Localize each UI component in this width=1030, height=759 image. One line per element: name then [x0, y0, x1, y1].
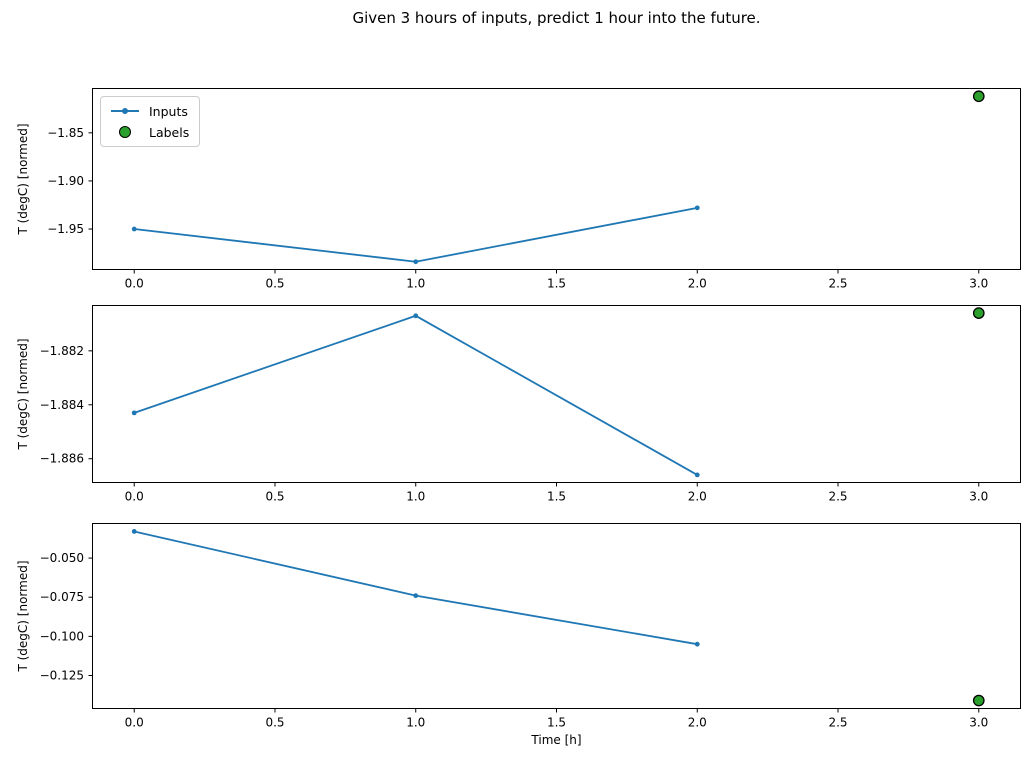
x-tick-label: 3.0 [969, 490, 988, 504]
x-tick-label: 0.0 [125, 490, 144, 504]
input-point-marker [694, 472, 700, 478]
input-point-marker [131, 529, 137, 534]
labels-circle-icon [109, 126, 141, 138]
y-tick-label: −1.95 [47, 222, 84, 236]
x-tick-label: 1.0 [406, 490, 425, 504]
input-point-marker [131, 410, 137, 416]
x-tick-label: 1.5 [547, 716, 566, 730]
label-point-marker [972, 694, 985, 707]
y-tick-label: −1.85 [47, 126, 84, 140]
inputs-line [133, 314, 698, 476]
subplot-3-ylabel: T (degC) [normed] [16, 560, 30, 672]
x-tick-label: 2.5 [828, 716, 847, 730]
input-point-marker [413, 259, 419, 265]
y-tick-label: −0.075 [40, 590, 84, 604]
x-tick-label: 2.0 [688, 277, 707, 291]
x-axis-label: Time [h] [531, 733, 582, 747]
input-point-marker [131, 226, 137, 232]
x-tick-label: 1.0 [406, 277, 425, 291]
y-tick-label: −1.882 [40, 344, 84, 358]
inputs-line [134, 206, 698, 263]
input-point-marker [694, 641, 700, 647]
legend-label-inputs: Inputs [149, 103, 188, 119]
subplot-2-ylabel: T (degC) [normed] [16, 338, 30, 450]
y-tick-label: −1.886 [40, 452, 84, 466]
y-tick-label: −0.100 [40, 629, 84, 643]
y-tick-label: −1.884 [40, 398, 84, 412]
x-tick-label: 0.5 [265, 716, 284, 730]
subplot-1-svg: 0.0 0.5 1.0 1.5 2.0 2.5 3.0 −1.85 −1.90 −1.95 [47, 88, 1021, 291]
input-point-marker [694, 205, 700, 211]
x-tick-label: 1.5 [547, 277, 566, 291]
legend-item-labels: Labels [109, 123, 189, 141]
x-tick-label: 3.0 [969, 277, 988, 291]
figure-title: Given 3 hours of inputs, predict 1 hour … [352, 9, 761, 27]
x-tick-label: 0.5 [265, 277, 284, 291]
y-tick-label: −1.90 [47, 174, 84, 188]
inputs-line-icon [109, 108, 141, 114]
legend: Inputs Labels [100, 96, 201, 147]
subplot-3-axes: 0.0 0.5 1.0 1.5 2.0 2.5 3.0 −0.050 −0.075 −0.100 −… [40, 523, 1021, 730]
subplot-2-axes: 0.0 0.5 1.0 1.5 2.0 2.5 3.0 −1.882 −1.884 −1.886 [40, 305, 1021, 504]
legend-label-labels: Labels [149, 124, 190, 140]
label-point-marker [972, 90, 985, 103]
label-point-marker [972, 307, 985, 319]
input-point-marker [413, 593, 419, 599]
inputs-line [134, 530, 698, 646]
x-tick-label: 2.5 [828, 490, 847, 504]
subplot-1-ylabel: T (degC) [normed] [16, 123, 30, 235]
legend-item-inputs: Inputs [109, 102, 189, 120]
y-tick-label: −0.125 [40, 668, 84, 682]
x-tick-label: 1.0 [406, 716, 425, 730]
x-tick-label: 2.5 [828, 277, 847, 291]
input-point-marker [413, 313, 419, 319]
subplot-2-svg: 0.0 0.5 1.0 1.5 2.0 2.5 3.0 −1.882 −1.884 −1.886 [40, 305, 1021, 504]
x-tick-label: 0.0 [125, 277, 144, 291]
axes-border [92, 523, 1021, 709]
axes-border [92, 305, 1021, 483]
x-tick-label: 2.0 [688, 716, 707, 730]
axes-border [92, 88, 1021, 270]
y-tick-label: −0.050 [40, 551, 84, 565]
subplot-3-svg: 0.0 0.5 1.0 1.5 2.0 2.5 3.0 −0.050 −0.075 −0.100 −… [40, 523, 1021, 730]
x-tick-label: 0.5 [265, 490, 284, 504]
x-tick-label: 3.0 [969, 716, 988, 730]
x-tick-label: 2.0 [688, 490, 707, 504]
subplot-1-axes: 0.0 0.5 1.0 1.5 2.0 2.5 3.0 −1.85 −1.90 −1.95 [47, 88, 1021, 291]
x-tick-label: 1.5 [547, 490, 566, 504]
x-tick-label: 0.0 [125, 716, 144, 730]
